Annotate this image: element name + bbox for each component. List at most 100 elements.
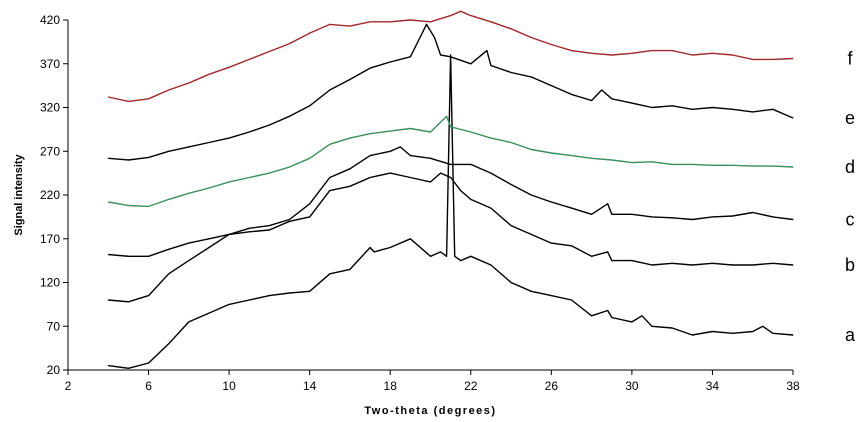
data-point-a xyxy=(460,260,462,262)
data-point-b xyxy=(107,299,109,301)
data-point-d xyxy=(772,165,774,167)
y-tick-label: 370 xyxy=(40,57,60,71)
data-point-b xyxy=(570,245,573,247)
x-tick-label: 14 xyxy=(303,379,317,393)
data-point-e xyxy=(107,157,109,159)
data-point-b xyxy=(607,251,609,253)
data-point-c xyxy=(288,218,291,221)
data-point-a xyxy=(228,303,230,305)
data-point-a xyxy=(389,246,391,249)
data-point-a xyxy=(127,367,130,369)
data-point-e xyxy=(792,117,794,119)
series-label-e: e xyxy=(845,108,855,128)
data-point-b xyxy=(369,176,371,179)
series-line-b xyxy=(108,172,794,303)
y-tick-label: 320 xyxy=(40,101,60,115)
data-point-a xyxy=(550,295,552,297)
data-point-e xyxy=(433,36,436,39)
data-point-c xyxy=(309,203,311,205)
data-point-e xyxy=(147,156,150,158)
data-point-d xyxy=(570,155,573,157)
data-point-d xyxy=(550,152,552,154)
data-point-d xyxy=(228,181,230,183)
data-point-f xyxy=(107,96,109,98)
data-point-f xyxy=(147,98,150,100)
data-point-d xyxy=(147,205,150,207)
data-point-c xyxy=(731,215,734,217)
data-point-e xyxy=(248,131,250,133)
data-point-c xyxy=(228,233,230,235)
data-point-d xyxy=(691,163,693,165)
data-point-e xyxy=(309,105,311,107)
data-point-b xyxy=(651,264,653,266)
data-point-b xyxy=(288,220,291,222)
data-point-d xyxy=(309,157,311,159)
data-point-a xyxy=(651,325,653,327)
data-point-b xyxy=(691,264,693,266)
data-point-d xyxy=(107,201,109,203)
data-point-f xyxy=(268,50,270,53)
data-point-f xyxy=(349,25,351,27)
data-point-b xyxy=(470,198,472,200)
data-point-c xyxy=(607,203,609,205)
data-point-a xyxy=(611,316,613,319)
data-point-d xyxy=(671,163,673,165)
data-point-e xyxy=(611,98,613,100)
data-point-c xyxy=(147,255,150,257)
data-point-c xyxy=(530,194,532,196)
data-point-d xyxy=(450,126,452,128)
x-tick-label: 30 xyxy=(625,379,639,393)
data-point-e xyxy=(772,108,774,110)
data-point-c xyxy=(611,213,613,215)
data-point-f xyxy=(329,23,331,25)
data-point-b xyxy=(460,190,462,192)
data-point-c xyxy=(711,216,714,218)
data-point-e xyxy=(752,111,754,113)
data-point-b xyxy=(530,233,532,235)
data-point-e xyxy=(288,115,291,117)
data-point-f xyxy=(288,43,291,45)
data-point-a xyxy=(454,255,456,257)
x-tick-label: 26 xyxy=(545,379,559,393)
data-point-c xyxy=(671,217,673,219)
data-point-b xyxy=(349,185,351,187)
data-point-d xyxy=(389,130,391,132)
data-point-f xyxy=(127,100,130,102)
data-point-c xyxy=(268,225,270,227)
series-line-a xyxy=(108,54,794,369)
data-point-f xyxy=(409,19,411,21)
data-point-a xyxy=(570,299,573,301)
data-point-e xyxy=(486,50,488,52)
series-label-f: f xyxy=(847,49,853,69)
data-point-c xyxy=(369,155,371,157)
data-point-b xyxy=(439,172,442,174)
data-point-a xyxy=(792,334,794,336)
data-point-e xyxy=(127,159,130,161)
data-point-c xyxy=(631,213,633,215)
data-point-a xyxy=(772,332,774,334)
data-point-a xyxy=(671,327,673,329)
y-tick-label: 70 xyxy=(47,319,61,333)
data-point-f xyxy=(550,43,552,46)
data-point-a xyxy=(288,292,291,294)
data-point-e xyxy=(389,61,391,63)
data-point-c xyxy=(570,207,573,209)
x-tick-label: 22 xyxy=(464,379,478,393)
data-point-e xyxy=(329,89,331,91)
data-point-a xyxy=(208,312,210,314)
series-label-a: a xyxy=(845,325,856,345)
series-label-b: b xyxy=(845,255,855,275)
series-label-c: c xyxy=(846,210,855,230)
data-point-d xyxy=(288,166,291,168)
data-point-b xyxy=(168,273,170,275)
y-axis-title: Signal intensity xyxy=(13,153,25,235)
data-point-a xyxy=(329,273,331,275)
data-point-e xyxy=(601,89,603,91)
data-point-b xyxy=(147,295,150,297)
data-point-d xyxy=(470,131,472,133)
data-point-f xyxy=(570,50,573,52)
data-point-c xyxy=(470,163,472,165)
data-point-d xyxy=(329,143,331,145)
data-point-e xyxy=(349,78,351,81)
data-point-a xyxy=(752,330,754,333)
